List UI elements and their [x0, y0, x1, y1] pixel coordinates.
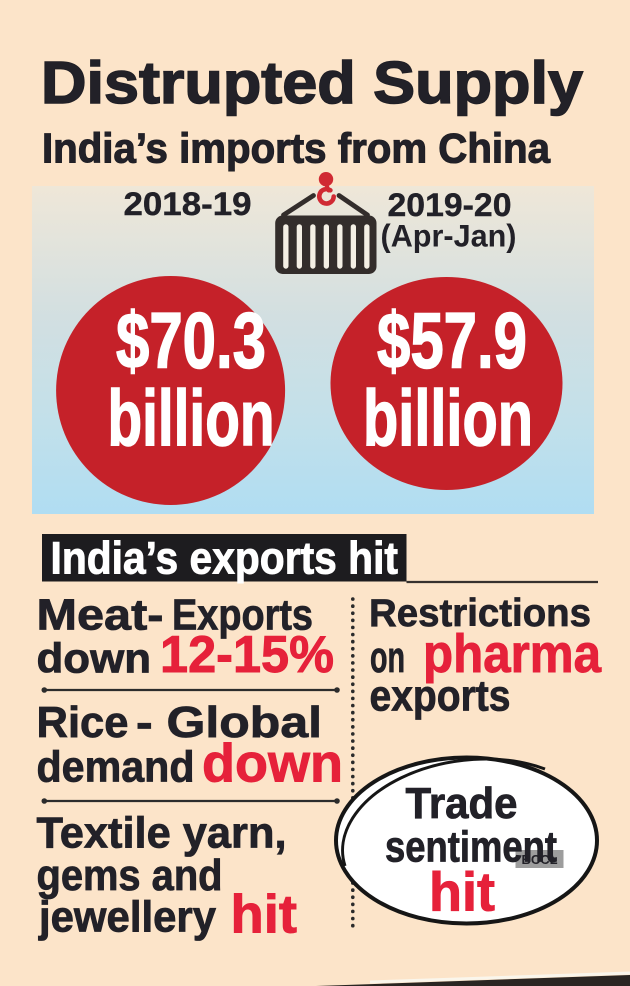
svg-text:demand: demand — [37, 743, 195, 792]
svg-text:(Apr-Jan): (Apr-Jan) — [381, 218, 517, 254]
svg-text:- Global: - Global — [136, 698, 322, 747]
svg-text:sentiment: sentiment — [385, 823, 557, 872]
svg-text:Textile yarn,: Textile yarn, — [37, 809, 287, 858]
svg-text:$57.9: $57.9 — [377, 296, 527, 385]
svg-text:down: down — [37, 635, 152, 682]
svg-text:Meat-: Meat- — [37, 591, 164, 640]
svg-text:Distrupted Supply: Distrupted Supply — [41, 50, 583, 116]
svg-text:Trade: Trade — [406, 779, 518, 828]
svg-text:Rice: Rice — [37, 698, 129, 747]
svg-text:12-15%: 12-15% — [160, 626, 334, 684]
svg-text:Restrictions: Restrictions — [369, 592, 591, 635]
svg-text:2019-20: 2019-20 — [388, 187, 512, 223]
svg-text:India’s imports from China: India’s imports from China — [42, 125, 551, 172]
svg-text:billion: billion — [363, 373, 533, 462]
svg-text:BCCL: BCCL — [521, 852, 557, 867]
svg-text:hit: hit — [231, 885, 298, 945]
svg-text:hit: hit — [429, 861, 495, 923]
svg-text:India’s exports hit: India’s exports hit — [51, 533, 399, 584]
svg-text:2018-19: 2018-19 — [124, 186, 252, 222]
svg-text:jewellery: jewellery — [38, 893, 216, 942]
svg-text:Exports: Exports — [172, 591, 313, 640]
svg-text:gems and: gems and — [37, 851, 223, 900]
svg-text:on: on — [370, 633, 405, 682]
svg-text:exports: exports — [370, 672, 511, 721]
svg-text:pharma: pharma — [423, 624, 602, 684]
svg-text:billion: billion — [108, 373, 275, 462]
svg-text:$70.3: $70.3 — [116, 296, 266, 385]
svg-text:down: down — [202, 734, 343, 794]
